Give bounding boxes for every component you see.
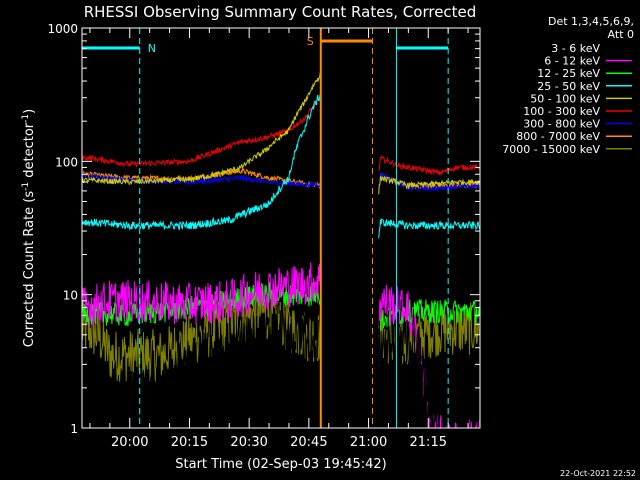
saa-marker-label: S: [307, 35, 314, 48]
series-line-3: [81, 93, 481, 239]
x-tick-label: 20:30: [230, 435, 267, 450]
x-axis-ticks: 20:00 20:15 20:30 20:45 21:00 21:15: [89, 28, 469, 450]
y-tick-label: 1000: [47, 22, 78, 36]
x-tick-label: 21:00: [350, 435, 387, 450]
y-tick-label: 10: [63, 289, 78, 303]
y-tick-label: 1: [70, 422, 78, 436]
annotation-layer: NS: [82, 28, 449, 428]
legend-header-attenuator: Att 0: [608, 28, 634, 41]
y-axis-label: Corrected Count Rate (s-1 detector-1): [21, 109, 37, 347]
legend-label-5: 100 - 300 keV: [523, 105, 600, 118]
night-marker-label: N: [148, 42, 156, 55]
legend-label-0: 3 - 6 keV: [551, 42, 600, 55]
series-line-4: [81, 71, 481, 195]
legend-header-detectors: Det 1,3,4,5,6,9,: [548, 15, 634, 28]
legend-label-6: 300 - 800 keV: [523, 118, 600, 131]
legend-label-2: 12 - 25 keV: [537, 67, 600, 80]
x-tick-label: 21:15: [410, 435, 447, 450]
y-tick-label: 100: [55, 155, 78, 169]
legend-label-1: 6 - 12 keV: [544, 55, 600, 68]
chart-title: RHESSI Observing Summary Count Rates, Co…: [84, 3, 477, 21]
legend-label-4: 50 - 100 keV: [530, 92, 600, 105]
series-line-5: [81, 97, 481, 176]
x-tick-label: 20:00: [111, 435, 148, 450]
legend-label-3: 25 - 50 keV: [537, 80, 600, 93]
x-axis-label: Start Time (02-Sep-03 19:45:42): [175, 457, 386, 472]
legend-label-7: 800 - 7000 keV: [516, 130, 600, 143]
legend-label-8: 7000 - 15000 keV: [502, 143, 600, 156]
plot-frame: [81, 27, 481, 429]
series-layer: [81, 71, 481, 430]
footer-timestamp: 22-Oct-2021 22:52: [560, 469, 636, 478]
x-tick-label: 20:15: [171, 435, 208, 450]
x-tick-label: 20:45: [290, 435, 327, 450]
y-axis-ticks: 1 10 100 1000: [47, 22, 480, 436]
